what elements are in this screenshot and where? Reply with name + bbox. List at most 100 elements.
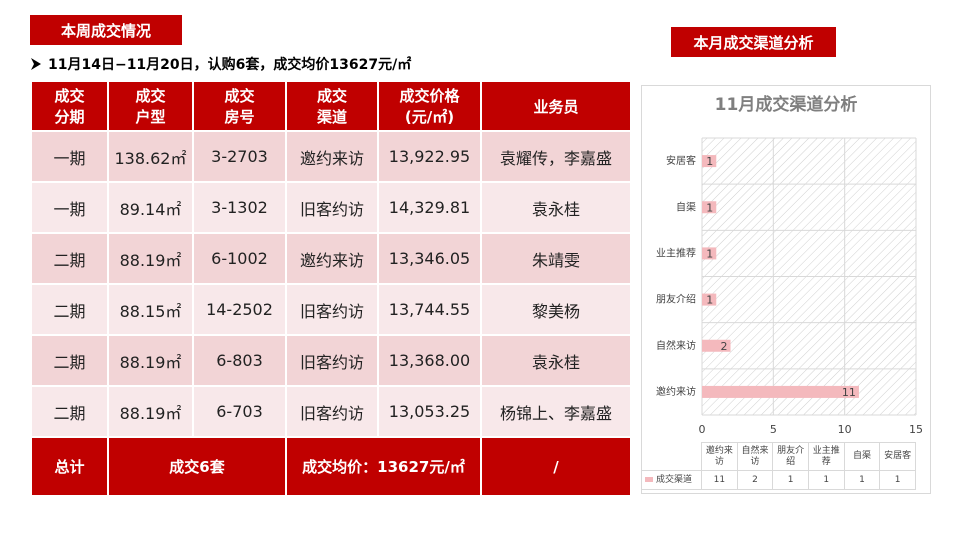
total-cell: 成交6套 [107,436,287,497]
table-cell: 黎美杨 [480,283,632,336]
table-cell: 6-803 [192,334,287,387]
table-cell: 邀约来访 [285,130,379,183]
x-tick-label: 15 [909,423,923,436]
value-cell: 11 [701,470,738,490]
x-tick-label: 0 [699,423,706,436]
data-label: 11 [842,386,856,399]
category-cell: 自然来访 [736,442,774,471]
value-cell: 1 [843,470,881,490]
y-tick-label: 自渠 [676,200,696,213]
table-cell: 88.19㎡ [107,232,194,285]
section-title: 本周成交情况 [30,15,182,45]
table-cell: 88.19㎡ [107,334,194,387]
table-cell: 13,053.25 [377,385,482,438]
category-cell: 业主推荐 [807,442,845,471]
data-label: 2 [721,340,728,353]
table-row: 二期 88.15㎡ 14-2502 旧客约访 13,744.55 黎美杨 [30,283,632,336]
table-cell: 138.62㎡ [107,130,194,183]
y-tick-label: 自然来访 [656,339,696,352]
table-cell: 旧客约访 [285,181,379,234]
data-label: 1 [706,201,713,214]
table-cell: 6-1002 [192,232,287,285]
y-tick-label: 安居客 [666,154,696,167]
table-cell: 88.15㎡ [107,283,194,336]
value-cell: 1 [772,470,809,490]
table-cell: 13,346.05 [377,232,482,285]
table-row: 二期 88.19㎡ 6-703 旧客约访 13,053.25 杨锦上、李嘉盛 [30,385,632,438]
table-value-row: 成交渠道 11 2 1 1 1 1 [641,470,916,490]
table-row: 二期 88.19㎡ 6-803 旧客约访 13,368.00 袁永桂 [30,334,632,387]
table-row: 一期 89.14㎡ 3-1302 旧客约访 14,329.81 袁永桂 [30,181,632,234]
header-row: 成交 分期 成交 户型 成交 房号 成交 渠道 成交价格 (元/㎡) 业务员 [30,80,632,132]
table-cell: 旧客约访 [285,385,379,438]
legend-label: 成交渠道 [656,474,693,485]
table-cell: 89.14㎡ [107,181,194,234]
table-cell: 二期 [30,232,109,285]
bar [702,155,717,168]
total-cell: 成交均价：13627元/㎡ [285,436,482,497]
table-row: 二期 88.19㎡ 6-1002 邀约来访 13,346.05 朱靖雯 [30,232,632,285]
total-row: 总计 成交6套 成交均价：13627元/㎡ / [30,436,632,497]
bar [702,339,731,352]
bar [702,247,717,260]
header-cell: 业务员 [480,80,632,132]
y-tick-label: 业主推荐 [656,246,696,259]
category-cell: 自渠 [843,442,881,471]
header-cell: 成交 分期 [30,80,109,132]
section-title: 本月成交渠道分析 [671,27,836,57]
legend-cell: 成交渠道 [641,470,702,490]
table-cell: 二期 [30,385,109,438]
table-cell: 一期 [30,181,109,234]
table-cell: 旧客约访 [285,283,379,336]
table-cell: 旧客约访 [285,334,379,387]
bullet [31,58,41,70]
table-header-row: 邀约来访 自然来访 朋友介绍 业主推荐 自渠 安居客 [642,442,916,471]
header-cell: 成交 渠道 [285,80,379,132]
data-label: 1 [706,155,713,168]
bar [702,385,859,398]
table-cell: 二期 [30,334,109,387]
table-cell: 袁耀传，李嘉盛 [480,130,632,183]
total-cell: / [480,436,632,497]
header-cell: 成交 房号 [192,80,287,132]
y-tick-label: 朋友介绍 [656,293,696,306]
table-row: 一期 138.62㎡ 3-2703 邀约来访 13,922.95 袁耀传，李嘉盛 [30,130,632,183]
value-cell: 1 [879,470,916,490]
table-cell: 3-1302 [192,181,287,234]
table-cell: 袁永桂 [480,181,632,234]
category-cell: 安居客 [879,442,916,471]
data-label: 1 [706,294,713,307]
deal-table: 成交 分期 成交 户型 成交 房号 成交 渠道 成交价格 (元/㎡) 业务员 一期 138.6… [30,80,632,497]
value-cell: 1 [807,470,845,490]
y-tick-label: 邀约来访 [656,385,696,398]
table-cell: 13,922.95 [377,130,482,183]
legend-swatch [645,476,653,482]
summary: 11月14日−11月20日，认购6套，成交均价13627元/㎡ [48,57,412,73]
table-cell: 14-2502 [192,283,287,336]
x-tick-label: 5 [770,423,777,436]
category-cell: 朋友介绍 [772,442,809,471]
table-cell: 朱靖雯 [480,232,632,285]
bar [702,293,717,306]
table-cell: 3-2703 [192,130,287,183]
table-cell: 邀约来访 [285,232,379,285]
table-cell: 88.19㎡ [107,385,194,438]
value-cell: 2 [736,470,774,490]
table-cell: 袁永桂 [480,334,632,387]
table-cell: 二期 [30,283,109,336]
chart-frame [641,85,931,494]
header-cell: 成交 户型 [107,80,194,132]
table-cell: 一期 [30,130,109,183]
header-cell: 成交价格 (元/㎡) [377,80,482,132]
category-cell: 邀约来访 [701,442,738,471]
blank-cell [642,443,702,471]
table-cell: 杨锦上、李嘉盛 [480,385,632,438]
table-cell: 13,368.00 [377,334,482,387]
table-cell: 14,329.81 [377,181,482,234]
table-cell: 6-703 [192,385,287,438]
chart-title: 11月成交渠道分析 [715,94,858,115]
chart-data-table: 邀约来访 自然来访 朋友介绍 业主推荐 自渠 安居客 成交渠道 11 2 1 1 1 1 [641,442,916,490]
total-cell: 总计 [30,436,109,497]
